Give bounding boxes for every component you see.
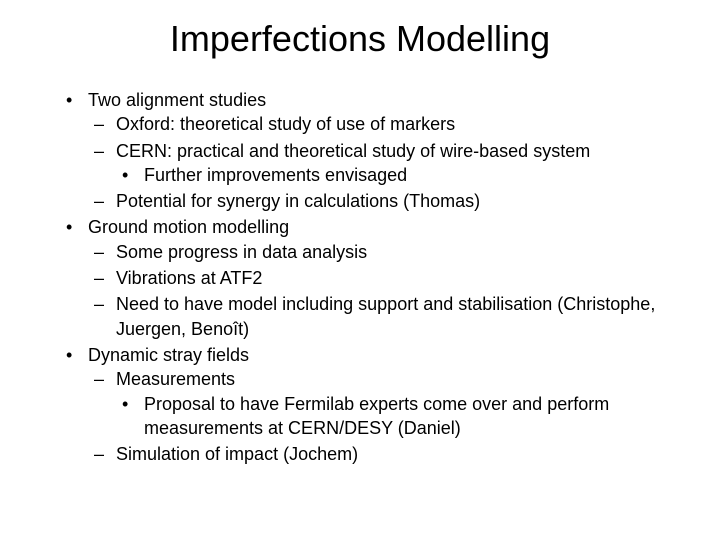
item-text: Proposal to have Fermilab experts come o…: [144, 394, 609, 438]
bullet-list-l2: Some progress in data analysis Vibration…: [88, 240, 680, 341]
list-item: Measurements Proposal to have Fermilab e…: [88, 367, 680, 440]
item-text: Some progress in data analysis: [116, 242, 367, 262]
list-item: Ground motion modelling Some progress in…: [60, 215, 680, 340]
list-item: Need to have model including support and…: [88, 292, 680, 341]
bullet-list-l3: Further improvements envisaged: [116, 163, 680, 187]
item-text: Need to have model including support and…: [116, 294, 655, 338]
list-item: Further improvements envisaged: [116, 163, 680, 187]
list-item: Dynamic stray fields Measurements Propos…: [60, 343, 680, 466]
bullet-list-l2: Oxford: theoretical study of use of mark…: [88, 112, 680, 213]
slide-title: Imperfections Modelling: [40, 18, 680, 60]
bullet-list-l3: Proposal to have Fermilab experts come o…: [116, 392, 680, 441]
list-item: Oxford: theoretical study of use of mark…: [88, 112, 680, 136]
list-item: Vibrations at ATF2: [88, 266, 680, 290]
slide-content: Two alignment studies Oxford: theoretica…: [40, 88, 680, 466]
item-text: Two alignment studies: [88, 90, 266, 110]
item-text: Dynamic stray fields: [88, 345, 249, 365]
bullet-list-l1: Two alignment studies Oxford: theoretica…: [60, 88, 680, 466]
item-text: Simulation of impact (Jochem): [116, 444, 358, 464]
list-item: Potential for synergy in calculations (T…: [88, 189, 680, 213]
item-text: Further improvements envisaged: [144, 165, 407, 185]
item-text: Vibrations at ATF2: [116, 268, 262, 288]
list-item: Two alignment studies Oxford: theoretica…: [60, 88, 680, 213]
item-text: Ground motion modelling: [88, 217, 289, 237]
item-text: CERN: practical and theoretical study of…: [116, 141, 590, 161]
item-text: Measurements: [116, 369, 235, 389]
list-item: Simulation of impact (Jochem): [88, 442, 680, 466]
item-text: Potential for synergy in calculations (T…: [116, 191, 480, 211]
item-text: Oxford: theoretical study of use of mark…: [116, 114, 455, 134]
list-item: Some progress in data analysis: [88, 240, 680, 264]
slide: Imperfections Modelling Two alignment st…: [0, 0, 720, 540]
bullet-list-l2: Measurements Proposal to have Fermilab e…: [88, 367, 680, 466]
list-item: CERN: practical and theoretical study of…: [88, 139, 680, 188]
list-item: Proposal to have Fermilab experts come o…: [116, 392, 680, 441]
